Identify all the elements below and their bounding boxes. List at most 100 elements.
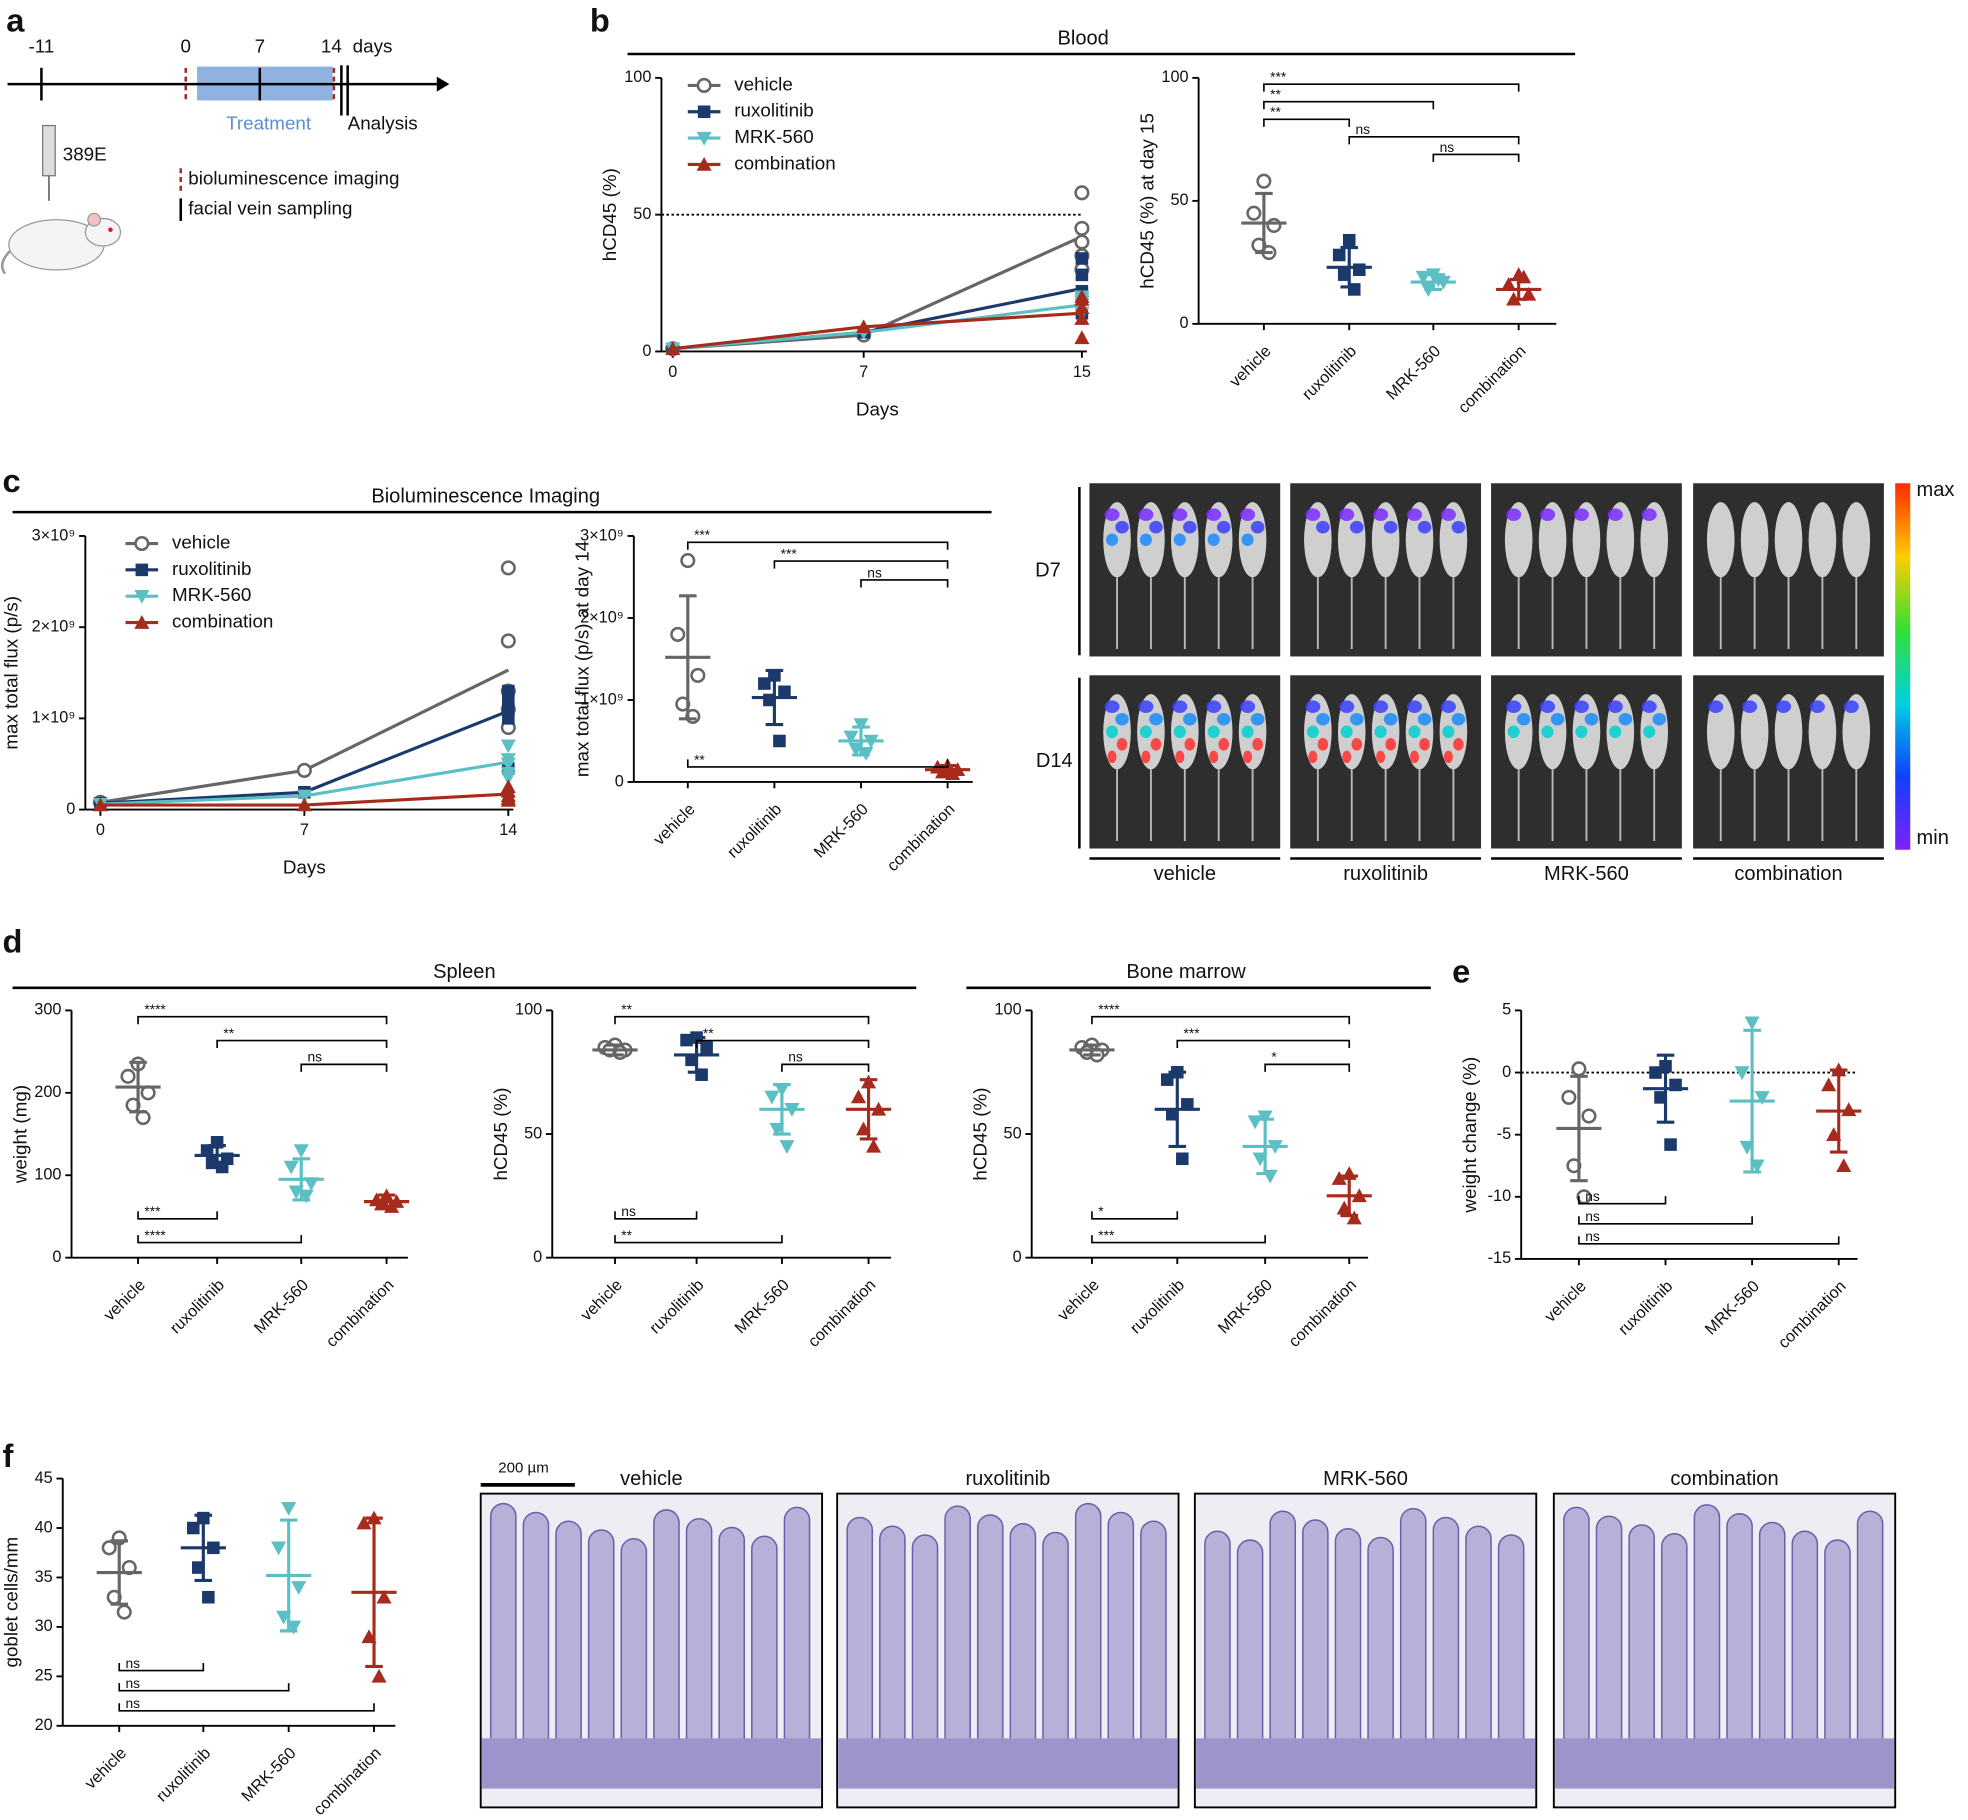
significance-bracket [1091, 1211, 1179, 1220]
data-point [866, 1138, 882, 1153]
x-tick-label: combination [323, 1276, 398, 1351]
mouse [1774, 502, 1803, 578]
signal [1243, 750, 1253, 764]
data-point [371, 1668, 387, 1683]
x-tick-label: vehicle [650, 800, 699, 849]
villus [783, 1506, 811, 1752]
data-point [1744, 1016, 1760, 1031]
syringe [42, 124, 56, 177]
signal [1206, 508, 1222, 521]
data-point [1266, 217, 1282, 233]
villus [1204, 1530, 1231, 1752]
y-tick-label: 100 [515, 1001, 542, 1019]
signal [1207, 533, 1220, 547]
signal [1451, 712, 1466, 726]
data-point [1581, 1108, 1597, 1124]
y-tick-label: 20 [35, 1716, 53, 1734]
x-tick-label: combination [1455, 342, 1530, 417]
villus [1367, 1536, 1394, 1752]
significance-bracket [614, 1015, 870, 1025]
significance-label: ** [1270, 105, 1281, 120]
data-point [356, 1515, 372, 1530]
mouse-eye [108, 227, 113, 232]
y-tick-label: 1×10⁹ [32, 709, 76, 727]
signal [1241, 725, 1254, 739]
y-tick-label: 2×10⁹ [580, 608, 624, 626]
legend-label: MRK-560 [734, 126, 813, 147]
signal [1105, 533, 1119, 547]
significance-bracket [1263, 83, 1520, 92]
significance-label: *** [781, 546, 798, 561]
data-point [1074, 185, 1090, 201]
signal [1440, 508, 1456, 521]
significance-label: ns [867, 565, 882, 580]
significance-label: ns [308, 1050, 323, 1065]
villus [587, 1529, 615, 1752]
section-title: Blood [1057, 27, 1108, 49]
legend-label: vehicle [172, 531, 231, 552]
significance-bracket [137, 1211, 218, 1220]
data-point [376, 1589, 392, 1604]
data-point [134, 535, 150, 552]
signal [1575, 725, 1588, 739]
significance-bracket [118, 1703, 375, 1712]
x-tick-label: vehicle [100, 1276, 149, 1325]
mouse [1774, 694, 1803, 770]
villus [944, 1505, 971, 1752]
signal [1149, 520, 1163, 534]
signal [1342, 750, 1352, 764]
signal [1373, 700, 1389, 713]
timeline: -11 0 7 14 days Treatment Analysis 389E … [0, 36, 450, 275]
y-axis-label: goblet cells/mm [1, 1537, 22, 1668]
y-tick-label: 0 [642, 342, 651, 360]
data-point [773, 734, 786, 748]
data-point [120, 1068, 136, 1084]
signal [1385, 738, 1396, 751]
signal [1408, 725, 1421, 739]
villus [1302, 1519, 1329, 1752]
significance-label: *** [1184, 1026, 1201, 1041]
signal [1409, 750, 1420, 764]
data-point [296, 789, 312, 804]
data-point [187, 1521, 200, 1535]
x-tick-label: MRK-560 [238, 1744, 299, 1805]
legend-label: ruxolitinib [734, 100, 813, 121]
time-label: 14 [321, 36, 342, 57]
y-axis-label: hCD45 (%) at day 15 [1136, 113, 1157, 289]
signal [1207, 725, 1220, 739]
significance-bracket [1176, 1039, 1351, 1049]
y-axis-label: max total flux (p/s) at day 14 [572, 541, 593, 777]
signal [1419, 738, 1430, 751]
data-point [1165, 1107, 1179, 1121]
data-point [1649, 1066, 1662, 1079]
significance-label: ns [1585, 1189, 1600, 1204]
significance-bracket [1263, 118, 1351, 127]
data-point [101, 1540, 117, 1556]
signal [1643, 725, 1656, 739]
data-point [697, 105, 711, 119]
data-point [758, 677, 771, 690]
data-point [1664, 1138, 1677, 1151]
data-point [500, 633, 516, 649]
data-point [283, 1160, 299, 1175]
x-axis-label: Days [856, 398, 899, 419]
signal [1406, 508, 1423, 521]
y-tick-label: 35 [35, 1568, 53, 1586]
villus [1269, 1510, 1297, 1752]
data-point [1342, 233, 1356, 247]
villus [685, 1517, 713, 1752]
legend-label: bioluminescence imaging [188, 167, 399, 188]
data-point [1754, 1091, 1770, 1105]
signal [1104, 700, 1120, 713]
y-tick-label: 0 [66, 800, 75, 818]
mouse [1640, 502, 1669, 578]
signal [1218, 738, 1229, 751]
significance-bracket [1432, 153, 1520, 162]
signal [1105, 725, 1119, 739]
significance-label: *** [144, 1204, 161, 1219]
signal [1172, 700, 1188, 713]
time-label: 7 [255, 36, 265, 57]
signal [1584, 712, 1599, 726]
mouse [1337, 502, 1366, 578]
